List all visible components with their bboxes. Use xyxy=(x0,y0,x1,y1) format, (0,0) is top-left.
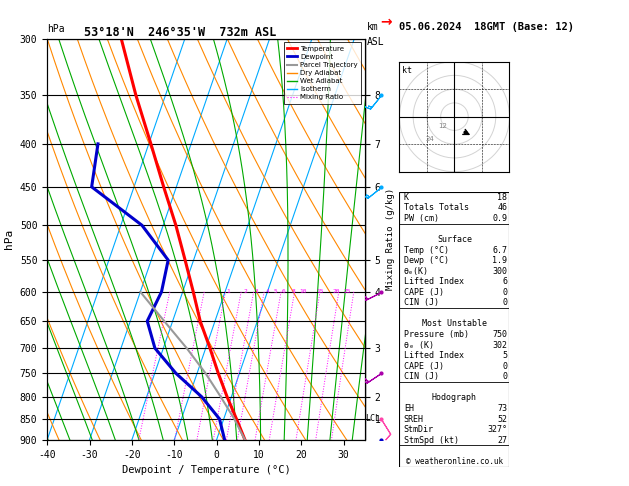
Text: 1.9: 1.9 xyxy=(493,256,507,265)
Text: 4: 4 xyxy=(265,289,269,295)
Text: CAPE (J): CAPE (J) xyxy=(404,362,444,371)
Text: θₑ(K): θₑ(K) xyxy=(404,267,429,276)
Text: 05.06.2024  18GMT (Base: 12): 05.06.2024 18GMT (Base: 12) xyxy=(399,21,574,32)
Text: Pressure (mb): Pressure (mb) xyxy=(404,330,469,339)
Y-axis label: Mixing Ratio (g/kg): Mixing Ratio (g/kg) xyxy=(386,188,395,291)
X-axis label: Dewpoint / Temperature (°C): Dewpoint / Temperature (°C) xyxy=(121,465,291,475)
Text: 2: 2 xyxy=(243,289,247,295)
Text: 5: 5 xyxy=(503,351,507,360)
Text: LCL: LCL xyxy=(365,415,380,423)
Text: © weatheronline.co.uk: © weatheronline.co.uk xyxy=(406,457,503,466)
Text: ASL: ASL xyxy=(367,37,384,48)
Text: Surface: Surface xyxy=(437,235,472,244)
Text: StmDir: StmDir xyxy=(404,425,434,434)
Text: 24: 24 xyxy=(426,136,435,142)
Text: EH: EH xyxy=(404,404,414,413)
Text: 0: 0 xyxy=(503,362,507,371)
Title: 53°18'N  246°35'W  732m ASL: 53°18'N 246°35'W 732m ASL xyxy=(84,26,277,39)
Text: Dewp (°C): Dewp (°C) xyxy=(404,256,449,265)
Text: 15: 15 xyxy=(316,289,324,295)
Legend: Temperature, Dewpoint, Parcel Trajectory, Dry Adiabat, Wet Adiabat, Isotherm, Mi: Temperature, Dewpoint, Parcel Trajectory… xyxy=(284,42,361,104)
Text: 12: 12 xyxy=(438,123,447,129)
Text: 18: 18 xyxy=(498,193,507,202)
Text: Hodograph: Hodograph xyxy=(432,393,477,402)
Text: hPa: hPa xyxy=(47,24,65,34)
Text: 73: 73 xyxy=(498,404,507,413)
Text: kt: kt xyxy=(402,66,412,75)
Text: 27: 27 xyxy=(498,435,507,445)
Text: StmSpd (kt): StmSpd (kt) xyxy=(404,435,459,445)
Text: 6: 6 xyxy=(503,277,507,286)
Text: Temp (°C): Temp (°C) xyxy=(404,245,449,255)
Text: CAPE (J): CAPE (J) xyxy=(404,288,444,297)
Text: θₑ (K): θₑ (K) xyxy=(404,341,434,349)
Text: 6.7: 6.7 xyxy=(493,245,507,255)
Text: CIN (J): CIN (J) xyxy=(404,298,439,307)
Text: 1: 1 xyxy=(226,289,230,295)
Text: K: K xyxy=(404,193,409,202)
Text: Lifted Index: Lifted Index xyxy=(404,277,464,286)
Text: 0: 0 xyxy=(503,298,507,307)
Text: 300: 300 xyxy=(493,267,507,276)
Text: 5: 5 xyxy=(274,289,278,295)
Text: 8: 8 xyxy=(292,289,296,295)
Text: CIN (J): CIN (J) xyxy=(404,372,439,382)
Text: 327°: 327° xyxy=(487,425,507,434)
Text: Totals Totals: Totals Totals xyxy=(404,203,469,212)
Text: 20: 20 xyxy=(332,289,340,295)
Text: 750: 750 xyxy=(493,330,507,339)
Text: 46: 46 xyxy=(498,203,507,212)
Text: 3: 3 xyxy=(255,289,259,295)
Text: 25: 25 xyxy=(343,289,351,295)
Text: PW (cm): PW (cm) xyxy=(404,214,439,223)
Text: 10: 10 xyxy=(299,289,306,295)
Text: 302: 302 xyxy=(493,341,507,349)
Text: km: km xyxy=(367,21,379,32)
Text: 0.9: 0.9 xyxy=(493,214,507,223)
Text: Most Unstable: Most Unstable xyxy=(422,319,487,329)
Text: 0: 0 xyxy=(503,288,507,297)
Text: Lifted Index: Lifted Index xyxy=(404,351,464,360)
Y-axis label: hPa: hPa xyxy=(4,229,14,249)
Text: SREH: SREH xyxy=(404,415,424,423)
Text: →: → xyxy=(381,15,392,29)
Text: 0: 0 xyxy=(503,372,507,382)
Text: 52: 52 xyxy=(498,415,507,423)
Text: 6: 6 xyxy=(281,289,285,295)
